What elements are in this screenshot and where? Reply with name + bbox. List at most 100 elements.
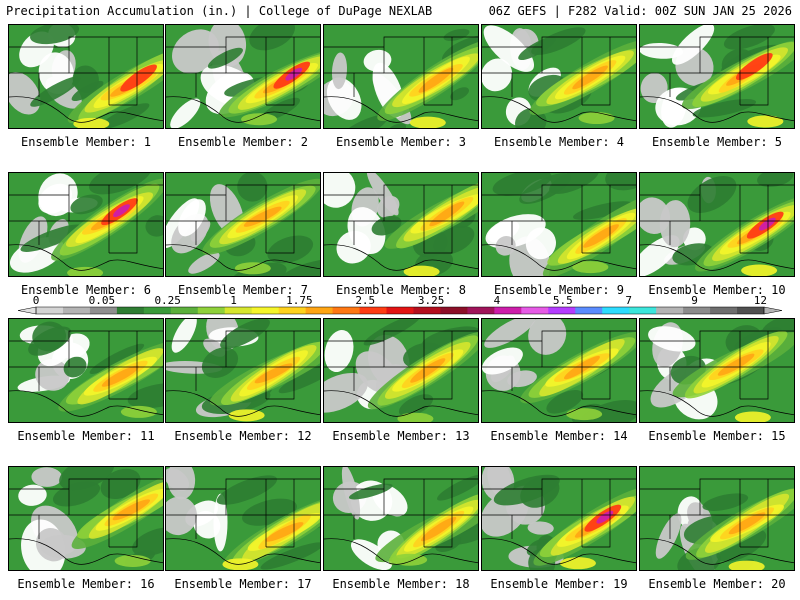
ensemble-member-label: Ensemble Member: 8 <box>335 283 467 297</box>
ensemble-member-map <box>481 172 637 277</box>
legend-right-arrow <box>763 306 783 315</box>
legend-color-bin <box>224 307 253 314</box>
ensemble-member-map <box>323 318 479 423</box>
legend-color-bin <box>602 307 630 314</box>
precip-field-map <box>640 319 794 422</box>
ensemble-member-label: Ensemble Member: 5 <box>651 135 783 149</box>
ensemble-member-label: Ensemble Member: 16 <box>17 577 155 591</box>
legend-tick-label: 1 <box>230 294 237 307</box>
state-boundaries <box>9 330 163 417</box>
precip-field-map <box>166 173 320 276</box>
precip-field-map <box>166 319 320 422</box>
ensemble-member-map <box>639 318 795 423</box>
legend-color-bin <box>494 307 522 314</box>
state-boundaries <box>324 36 478 123</box>
legend-color-bar <box>17 306 783 315</box>
ensemble-member-label: Ensemble Member: 6 <box>20 283 152 297</box>
precip-field-map <box>9 319 163 422</box>
precip-field-map <box>482 173 636 276</box>
legend-tick-label: 4 <box>493 294 501 307</box>
legend-tick-label: 0.05 <box>88 294 116 307</box>
legend-color-bin <box>36 307 64 314</box>
legend-tick-label: 7 <box>625 294 632 307</box>
state-boundaries <box>324 478 478 565</box>
precip-field-map <box>640 467 794 570</box>
ensemble-member-map <box>165 318 321 423</box>
legend-tick-label: 0 <box>32 294 40 307</box>
state-boundaries <box>324 330 478 417</box>
legend-color-bin <box>197 307 226 314</box>
legend-color-bin <box>521 307 549 314</box>
state-boundaries <box>640 184 794 271</box>
state-boundaries <box>166 478 320 565</box>
legend-color-bin <box>548 307 576 314</box>
ensemble-member-label: Ensemble Member: 1 <box>20 135 152 149</box>
ensemble-member-label: Ensemble Member: 2 <box>177 135 309 149</box>
ensemble-member-label: Ensemble Member: 13 <box>332 429 470 443</box>
legend-color-bin <box>251 307 280 314</box>
precip-field-map <box>166 467 320 570</box>
legend-tick-label: 9 <box>691 294 698 307</box>
precip-field-map <box>9 467 163 570</box>
state-boundaries <box>640 478 794 565</box>
legend-color-bin <box>278 307 307 314</box>
model-valid-time: 06Z GEFS | F282 Valid: 00Z SUN JAN 25 20… <box>488 4 792 18</box>
ensemble-member-label: Ensemble Member: 14 <box>490 429 628 443</box>
ensemble-member-map <box>481 318 637 423</box>
state-boundaries <box>9 36 163 123</box>
ensemble-member-map <box>323 466 479 571</box>
precip-field-map <box>482 467 636 570</box>
ensemble-member-map <box>639 24 795 129</box>
state-boundaries <box>640 36 794 123</box>
legend-color-bin <box>413 307 441 314</box>
state-boundaries <box>482 36 636 123</box>
legend-color-bin <box>386 307 414 314</box>
ensemble-member-map <box>165 24 321 129</box>
precipitation-color-legend: 0 0.05 0.25 1 1.75 2.5 3.25 4 5.5 7 9 12 <box>0 294 800 318</box>
ensemble-member-map <box>165 172 321 277</box>
legend-color-bin <box>62 307 91 314</box>
legend-color-bin <box>89 307 118 314</box>
legend-tick-label: 2.5 <box>355 294 376 307</box>
map-title: Precipitation Accumulation (in.) | Colle… <box>6 4 433 18</box>
ensemble-member-map <box>8 24 164 129</box>
ensemble-member-label: Ensemble Member: 20 <box>648 577 786 591</box>
state-boundaries <box>640 330 794 417</box>
legend-color-bin <box>359 307 388 314</box>
state-boundaries <box>9 478 163 565</box>
state-boundaries <box>9 184 163 271</box>
ensemble-member-label: Ensemble Member: 12 <box>174 429 312 443</box>
legend-tick-label: 3.25 <box>417 294 445 307</box>
precip-field-map <box>166 25 320 128</box>
ensemble-member-map <box>323 24 479 129</box>
ensemble-member-label: Ensemble Member: 3 <box>335 135 467 149</box>
state-boundaries <box>482 330 636 417</box>
legend-tick-label: 5.5 <box>552 294 573 307</box>
precip-field-map <box>324 25 478 128</box>
legend-tick-label: 0.25 <box>154 294 181 307</box>
legend-color-bin <box>332 307 361 314</box>
ensemble-member-label: Ensemble Member: 17 <box>174 577 312 591</box>
ensemble-member-map <box>481 466 637 571</box>
state-boundaries <box>166 36 320 123</box>
legend-color-bin <box>710 307 738 314</box>
ensemble-member-map <box>639 172 795 277</box>
ensemble-member-map <box>323 172 479 277</box>
legend-color-bin <box>629 307 657 314</box>
legend-color-bin <box>305 307 334 314</box>
ensemble-member-label: Ensemble Member: 19 <box>490 577 628 591</box>
ensemble-member-label: Ensemble Member: 9 <box>493 283 625 297</box>
ensemble-member-map <box>8 172 164 277</box>
precip-field-map <box>324 467 478 570</box>
ensemble-member-label: Ensemble Member: 11 <box>17 429 155 443</box>
legend-color-bin <box>170 307 199 314</box>
precip-field-map <box>9 173 163 276</box>
ensemble-member-label: Ensemble Member: 7 <box>177 283 309 297</box>
legend-tick-label: 1.75 <box>286 294 313 307</box>
ensemble-member-label: Ensemble Member: 18 <box>332 577 470 591</box>
legend-color-bin <box>143 307 172 314</box>
ensemble-member-map <box>8 318 164 423</box>
precip-field-map <box>482 25 636 128</box>
legend-left-arrow <box>17 306 37 315</box>
precip-field-map <box>640 173 794 276</box>
